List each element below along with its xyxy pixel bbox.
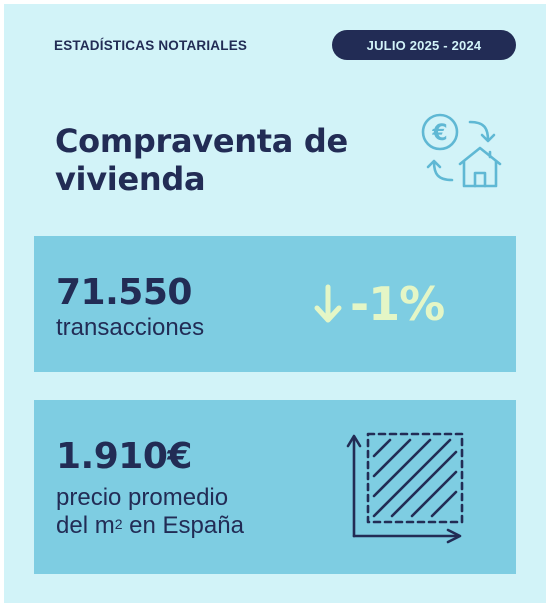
euro-house-exchange-icon: € — [421, 113, 502, 188]
page-title: Compraventa de vivienda — [55, 122, 395, 198]
price-label-line-1: precio promedio — [56, 484, 229, 511]
price-label-post: en España — [122, 512, 244, 539]
price-label-sup: 2 — [114, 516, 123, 532]
title-line-2: vivienda — [55, 160, 206, 198]
transactions-value: 71.550 — [56, 272, 192, 313]
transactions-change: -1% — [312, 276, 445, 332]
arrow-down-icon — [314, 284, 342, 323]
change-percent: -1% — [350, 277, 445, 331]
svg-text:€: € — [431, 121, 447, 146]
price-label-line-2: del m2 en España — [56, 512, 244, 540]
transactions-label: transacciones — [56, 314, 205, 341]
price-label-pre: del m — [56, 512, 115, 539]
price-label: precio promedio del m2 en España — [56, 484, 244, 540]
title-line-1: Compraventa de — [55, 122, 348, 160]
price-value: 1.910€ — [56, 436, 192, 477]
header-label: ESTADÍSTICAS NOTARIALES — [54, 38, 248, 53]
period-badge: JULIO 2025 - 2024 — [332, 30, 516, 60]
price-card: 1.910€ precio promedio del m2 en España — [34, 400, 516, 574]
transactions-card: 71.550 transacciones -1% — [34, 236, 516, 372]
square-meter-area-icon — [346, 432, 464, 544]
